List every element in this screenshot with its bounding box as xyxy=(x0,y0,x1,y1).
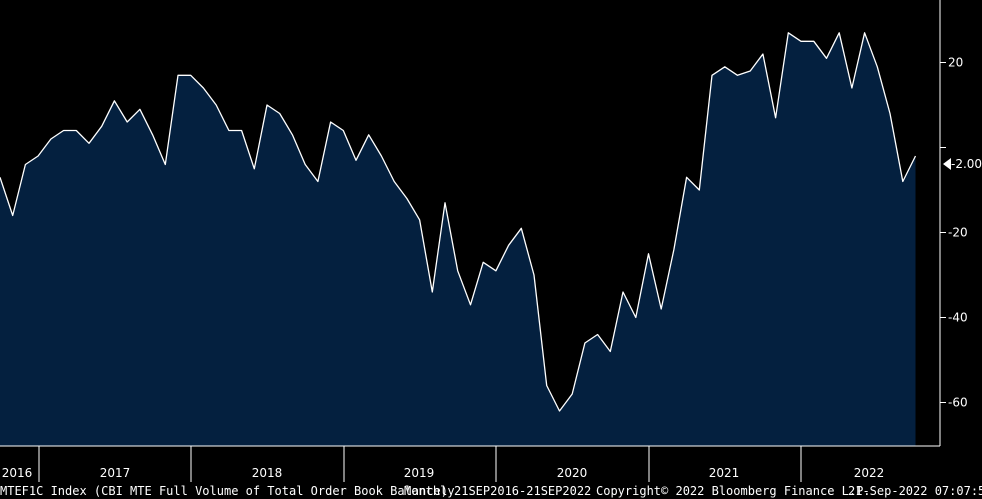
x-tick-label: 2019 xyxy=(404,466,435,480)
index-description: MTEF1C Index (CBI MTE Full Volume of Tot… xyxy=(0,484,448,498)
x-tick-label: 2021 xyxy=(709,466,740,480)
y-tick-label: -20 xyxy=(948,226,968,240)
copyright: Copyright© 2022 Bloomberg Finance L.P. xyxy=(596,484,871,498)
y-tick-label: 20 xyxy=(948,56,963,70)
x-axis: 2016 2017 2018 2019 2020 2021 2022 xyxy=(0,445,940,482)
x-tick-label: 2018 xyxy=(252,466,283,480)
chart: 20 -20 -40 -60 2016 2017 2018 2019 2020 2021 2022… xyxy=(0,0,982,482)
last-value-label: -2.00 xyxy=(951,157,982,171)
series-line xyxy=(0,32,917,412)
timestamp: 21-Sep-2022 07:07:54 xyxy=(848,484,982,498)
footer-bar: MTEF1C Index (CBI MTE Full Volume of Tot… xyxy=(0,483,982,499)
series-area xyxy=(0,32,916,447)
x-tick-label: 2020 xyxy=(557,466,588,480)
last-value-arrow xyxy=(943,158,951,170)
frequency-label: Monthly xyxy=(404,484,455,498)
last-value-marker: -2.00 xyxy=(943,157,982,171)
y-tick-label: -40 xyxy=(948,311,968,325)
x-tick-label: 2022 xyxy=(854,466,885,480)
x-tick-label: 2017 xyxy=(100,466,131,480)
x-tick-label: 2016 xyxy=(2,466,33,480)
area-layer xyxy=(0,32,916,447)
y-tick-label: -60 xyxy=(948,396,968,410)
date-range: 21SEP2016-21SEP2022 xyxy=(454,484,592,498)
line-layer xyxy=(0,32,917,412)
y-axis: 20 -20 -40 -60 xyxy=(939,0,968,446)
